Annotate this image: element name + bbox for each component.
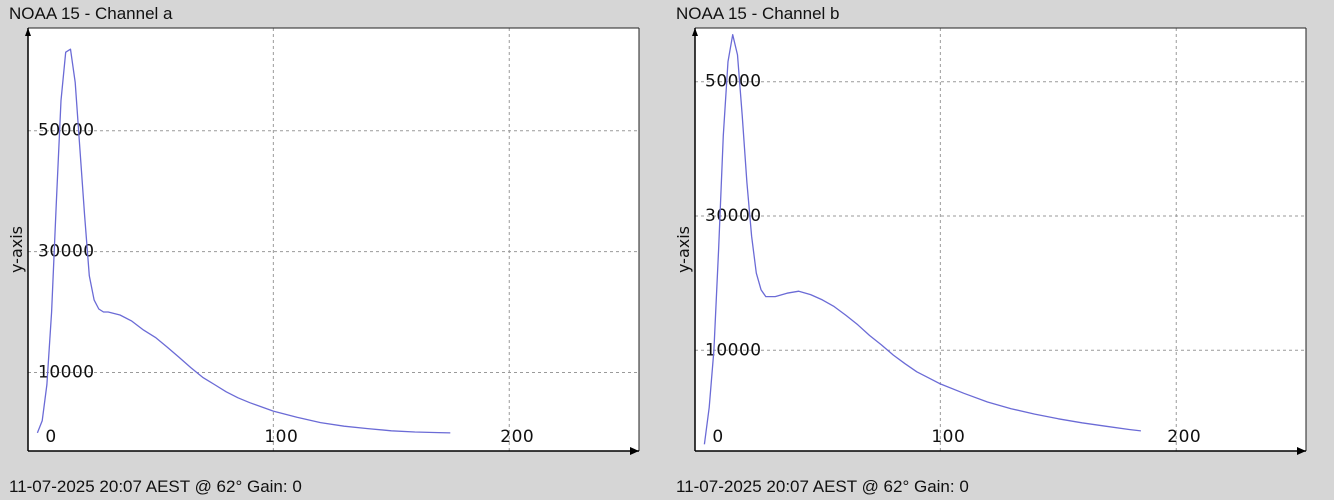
series-line — [703, 34, 1141, 445]
plot-area — [695, 28, 1306, 451]
chart-title: NOAA 15 - Channel b — [676, 4, 840, 23]
y-tick-label: 50000 — [38, 121, 95, 141]
x-tick-label: 0 — [712, 427, 723, 447]
y-tick-label: 10000 — [38, 362, 95, 382]
x-tick-label: 0 — [45, 427, 56, 447]
plot-area — [28, 28, 639, 451]
x-tick-label: 100 — [931, 427, 965, 447]
y-axis-label: y-axis — [7, 226, 26, 273]
y-tick-label: 10000 — [705, 340, 762, 360]
chart-panel-b: NOAA 15 - Channel b 10000 30000 50000 0 100 2… — [667, 0, 1334, 500]
x-tick-label: 200 — [500, 427, 534, 447]
y-axis-label: y-axis — [674, 226, 693, 273]
chart-title: NOAA 15 - Channel a — [9, 4, 173, 23]
chart-footer-status: 11-07-2025 20:07 AEST @ 62° Gain: 0 — [676, 477, 969, 496]
y-tick-label: 50000 — [705, 72, 762, 92]
chart-b-svg: 10000 30000 50000 0 100 200 y-axis — [674, 27, 1307, 455]
series-line — [36, 48, 451, 434]
x-tick-label: 100 — [264, 427, 298, 447]
x-tick-label: 200 — [1167, 427, 1201, 447]
chart-panel-a: NOAA 15 - Channel a 10000 30000 50000 0 100 2… — [7, 4, 640, 496]
chart-a-svg: 10000 30000 50000 0 100 200 y-axis — [7, 27, 640, 455]
y-tick-label: 30000 — [38, 242, 95, 262]
y-tick-label: 30000 — [705, 206, 762, 226]
y-axis-arrow — [692, 28, 698, 36]
y-axis-arrow — [25, 28, 31, 36]
x-axis-arrow — [630, 447, 639, 455]
x-axis-arrow — [1297, 447, 1306, 455]
chart-footer-status: 11-07-2025 20:07 AEST @ 62° Gain: 0 — [9, 477, 302, 496]
